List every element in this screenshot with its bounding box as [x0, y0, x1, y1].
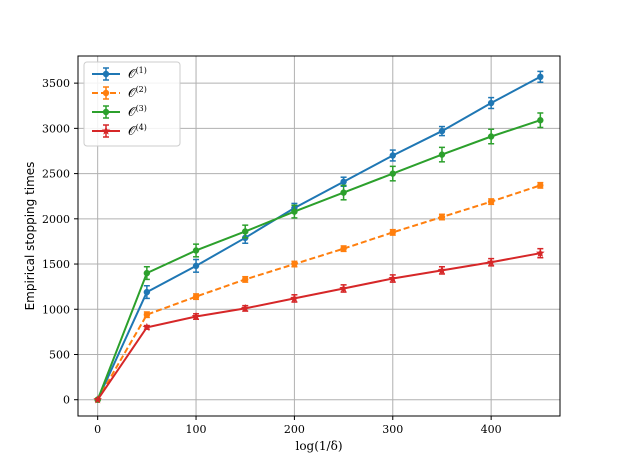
legend-label-symbol: 𝒪	[128, 67, 137, 81]
data-point	[537, 73, 544, 81]
data-point	[191, 312, 201, 321]
data-point	[142, 322, 152, 331]
legend-entry-1: 𝒪(1)	[92, 66, 147, 81]
series-line	[96, 184, 541, 401]
y-tick-label: 500	[49, 348, 70, 361]
data-point	[242, 228, 249, 235]
data-point	[537, 117, 544, 124]
y-tick-label: 3500	[42, 77, 70, 90]
data-point	[487, 198, 495, 205]
x-tick-label: 100	[186, 423, 207, 436]
data-point	[340, 178, 347, 185]
data-point	[389, 229, 396, 236]
legend-entry-2: 𝒪(2)	[92, 85, 147, 100]
legend-label: 𝒪(4)	[128, 123, 147, 138]
data-point	[143, 269, 151, 277]
data-point	[389, 170, 396, 177]
data-point	[536, 248, 545, 257]
data-point	[290, 293, 299, 303]
y-tick-label: 0	[63, 394, 70, 407]
data-point	[487, 99, 495, 107]
data-point	[143, 311, 151, 318]
y-tick-label: 2500	[42, 168, 70, 181]
legend-marker	[102, 70, 110, 78]
legend-label-superscript: (1)	[136, 66, 147, 75]
x-tick-label: 400	[481, 423, 502, 436]
y-tick-label: 1500	[42, 258, 70, 271]
data-point	[438, 127, 446, 135]
series-2	[94, 181, 544, 403]
data-point	[93, 395, 102, 404]
legend-label-symbol: 𝒪	[128, 86, 137, 100]
x-tick-label: 200	[284, 423, 305, 436]
legend-marker	[102, 89, 110, 97]
data-point	[143, 288, 151, 296]
legend-label-superscript: (2)	[136, 85, 147, 94]
data-point	[537, 182, 544, 189]
x-axis-label: log(1/δ)	[295, 439, 342, 453]
legend-entry-4: 𝒪(4)	[92, 123, 147, 138]
legend-label: 𝒪(3)	[128, 104, 147, 119]
legend-label-superscript: (3)	[136, 104, 147, 113]
data-point	[486, 257, 496, 266]
y-axis-label: Empirical stopping times	[23, 162, 37, 311]
data-point	[291, 208, 298, 215]
legend-marker	[101, 126, 111, 135]
series-line	[96, 119, 541, 401]
y-tick-label: 3000	[42, 122, 70, 135]
series-3	[94, 112, 544, 403]
series-line	[96, 75, 541, 401]
data-point	[438, 213, 446, 221]
data-point	[240, 303, 250, 312]
plot-frame	[77, 55, 561, 417]
data-point	[242, 276, 249, 283]
data-point	[487, 133, 495, 140]
legend-label-superscript: (4)	[136, 123, 147, 132]
data-point	[192, 247, 200, 254]
data-point	[192, 262, 200, 270]
y-tick-label: 2000	[42, 213, 70, 226]
y-tick-label: 1000	[42, 303, 70, 316]
legend-marker	[102, 108, 110, 116]
data-point	[389, 152, 396, 159]
legend-label: 𝒪(1)	[128, 66, 147, 81]
data-point	[340, 189, 347, 196]
legend: 𝒪(1)𝒪(2)𝒪(3)𝒪(4)	[83, 61, 181, 147]
ticks: 0 100 200 300 400 0 500 1000 1500 2000 2500 3000 350…	[42, 77, 502, 436]
series-layer	[93, 70, 545, 404]
x-tick-label: 0	[94, 423, 101, 436]
data-point	[192, 293, 200, 300]
data-point	[388, 274, 398, 283]
legend-label: 𝒪(2)	[128, 85, 147, 100]
legend-label-symbol: 𝒪	[128, 124, 137, 138]
data-point	[340, 245, 347, 252]
grid	[78, 56, 560, 416]
data-point	[291, 260, 298, 268]
series-line	[96, 252, 541, 401]
series-4	[93, 247, 545, 404]
data-point	[438, 151, 446, 158]
data-point	[437, 265, 447, 275]
data-point	[339, 283, 348, 293]
legend-entry-3: 𝒪(3)	[92, 104, 147, 119]
x-tick-label: 300	[382, 423, 403, 436]
legend-label-symbol: 𝒪	[128, 105, 137, 119]
